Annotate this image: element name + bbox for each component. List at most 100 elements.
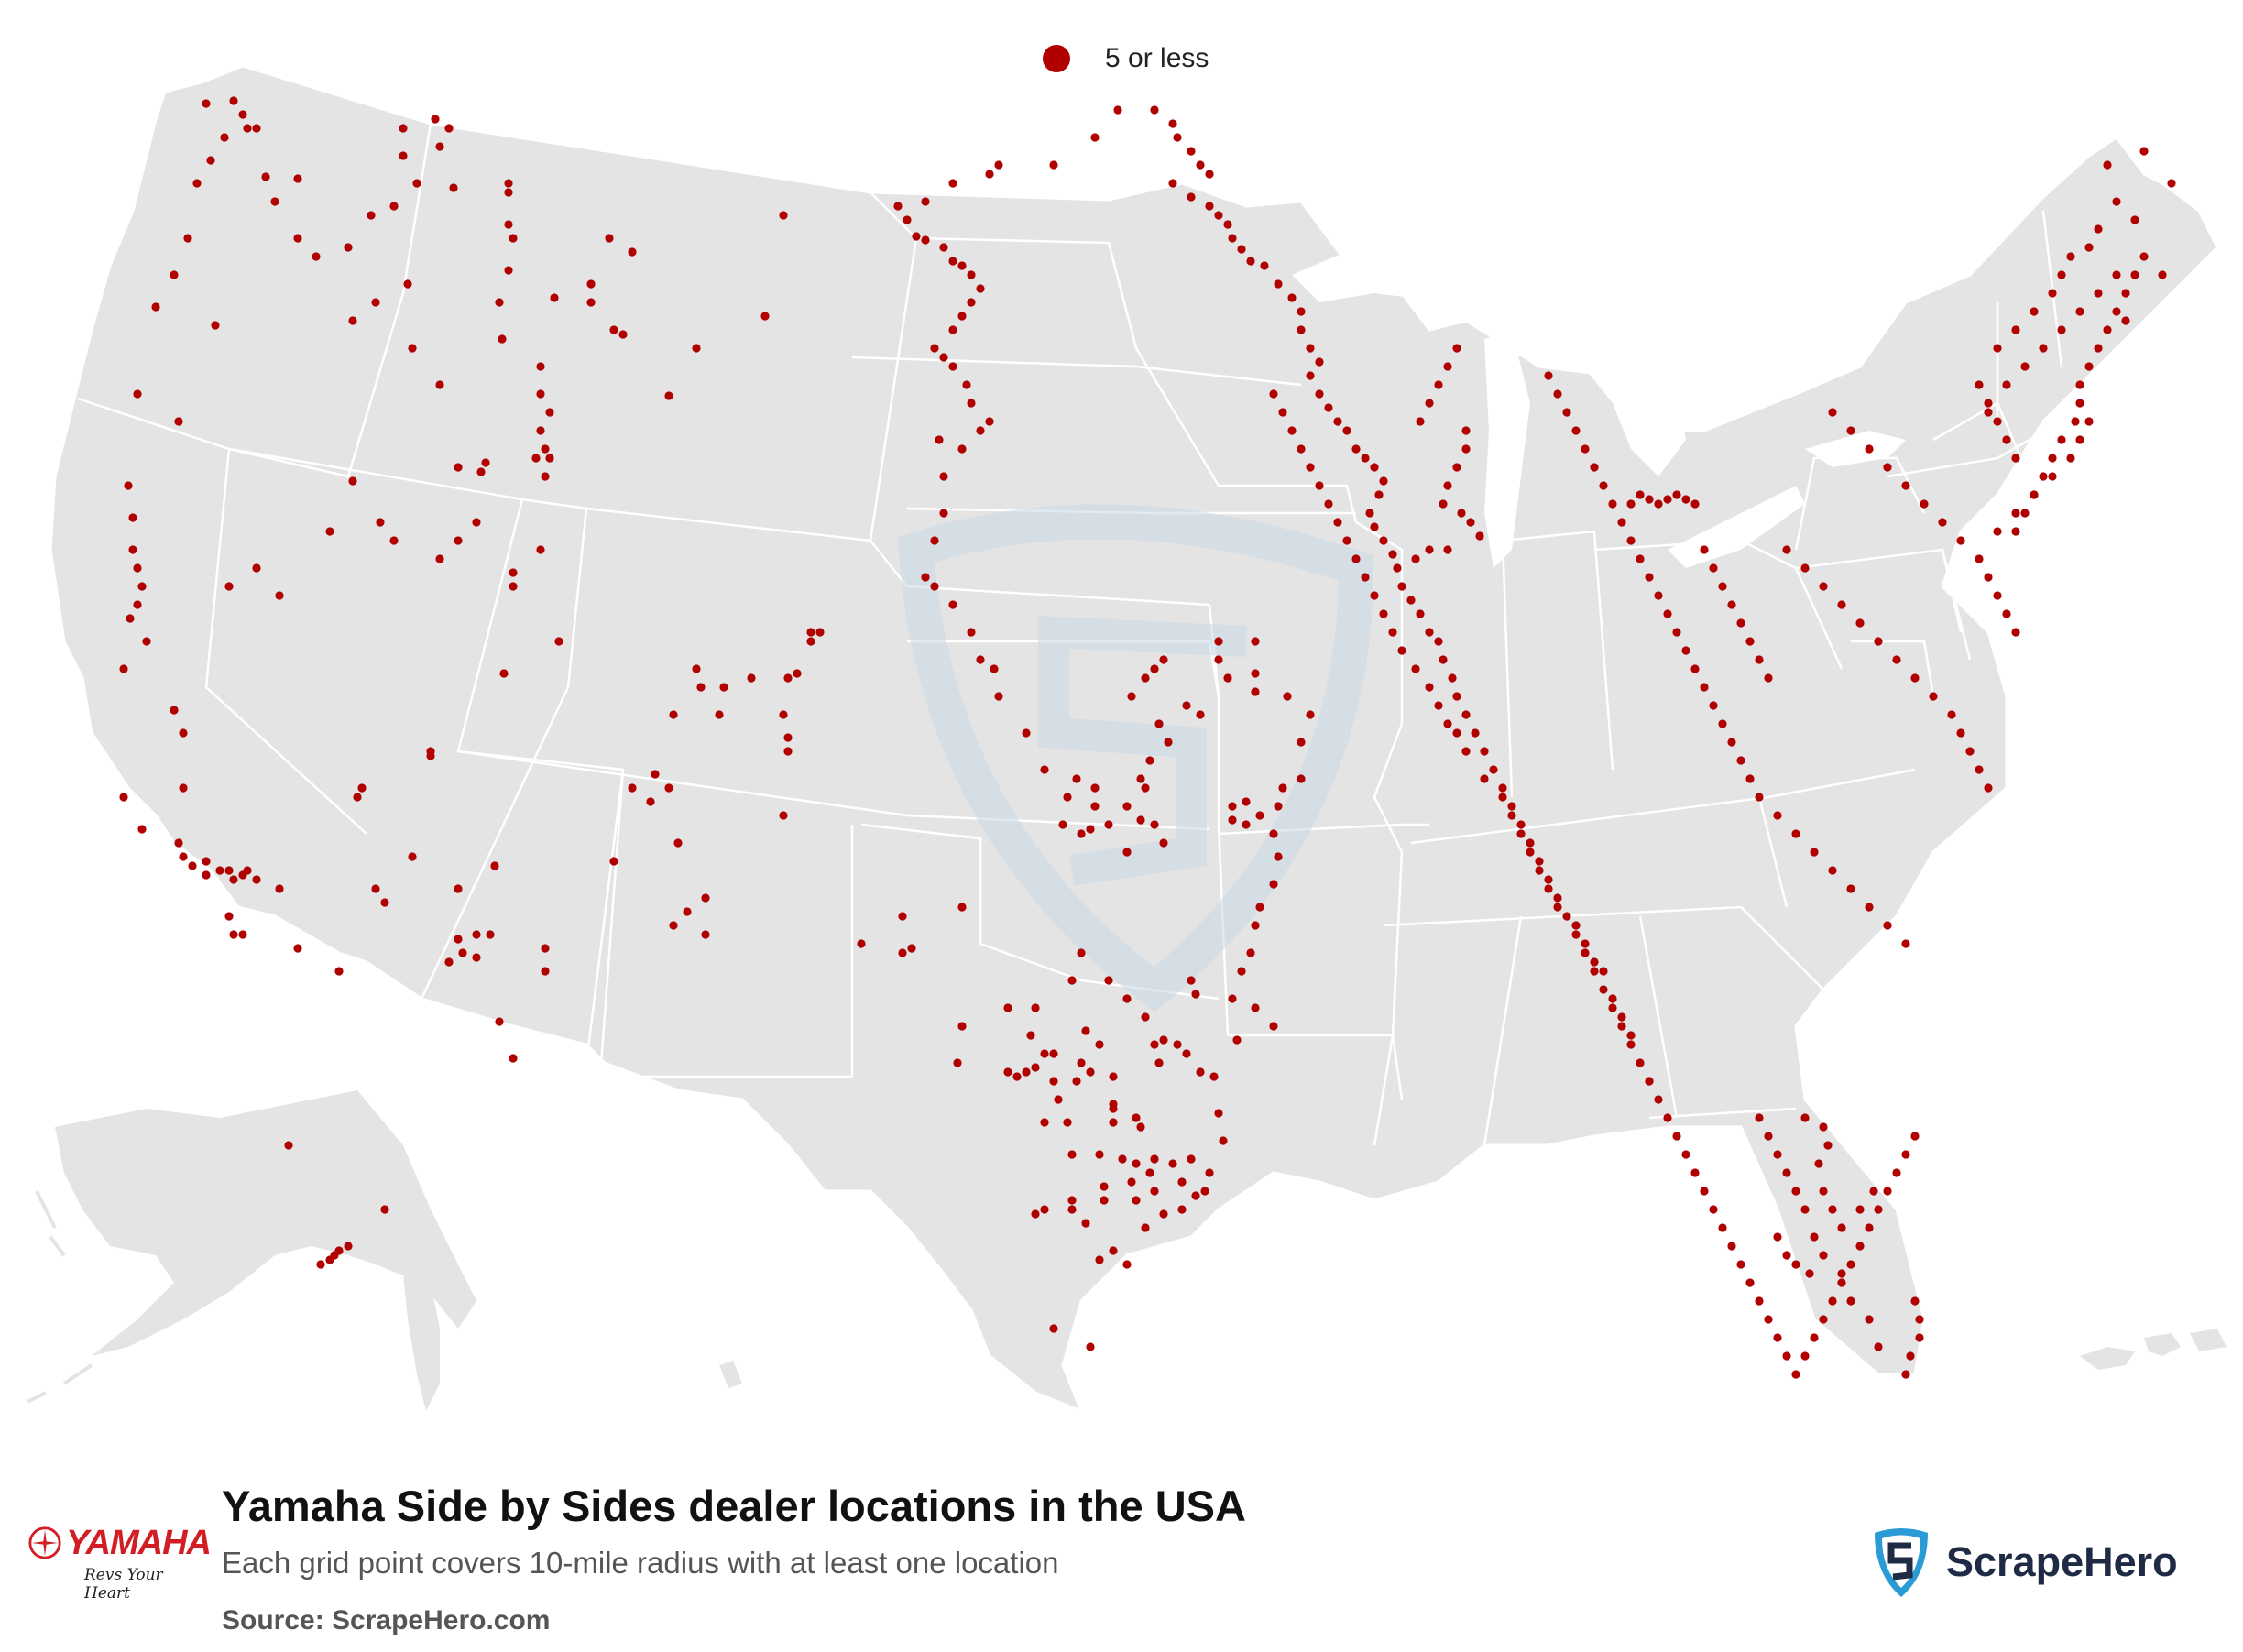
dealer-marker <box>1333 518 1342 527</box>
dealer-marker <box>206 156 215 165</box>
dealer-marker <box>1823 1141 1833 1150</box>
dealer-marker <box>1040 1118 1049 1127</box>
dealer-marker <box>1177 1205 1187 1214</box>
dealer-marker <box>1773 811 1782 820</box>
dealer-marker <box>1690 499 1700 509</box>
dealer-marker <box>1168 119 1177 128</box>
dealer-marker <box>1562 912 1571 921</box>
dealer-marker <box>1003 1067 1012 1077</box>
dealer-marker <box>2048 472 2057 481</box>
dealer-marker <box>119 793 128 802</box>
dealer-marker <box>1242 797 1251 806</box>
dealer-marker <box>1072 1077 1081 1086</box>
dealer-marker <box>1145 1168 1154 1177</box>
dealer-marker <box>1965 747 1975 756</box>
dealer-marker <box>1452 344 1461 353</box>
dealer-marker <box>1846 1260 1855 1269</box>
dealer-marker <box>1425 628 1434 637</box>
dealer-marker <box>472 518 481 527</box>
dealer-marker <box>1242 820 1251 829</box>
dealer-marker <box>2030 490 2039 499</box>
dealer-marker <box>2112 307 2121 316</box>
dealer-marker <box>1626 1040 1636 1049</box>
dealer-marker <box>692 344 701 353</box>
dealer-marker <box>1214 1109 1223 1118</box>
dealer-marker <box>1228 815 1237 825</box>
dealer-marker <box>609 857 618 866</box>
dealer-marker <box>898 912 907 921</box>
dealer-marker <box>1837 600 1846 609</box>
lake-huron <box>1576 348 1686 476</box>
dealer-marker <box>1755 1113 1764 1122</box>
yamaha-tagline: Revs Your Heart <box>84 1566 163 1603</box>
dealer-marker <box>1636 554 1645 563</box>
dealer-marker <box>1054 1095 1063 1104</box>
dealer-marker <box>1956 536 1965 545</box>
dealer-marker <box>1274 852 1283 861</box>
dealer-marker <box>2048 289 2057 298</box>
dealer-marker <box>1031 1063 1040 1072</box>
dealer-marker <box>504 266 513 275</box>
dealer-marker <box>1599 481 1608 490</box>
dealer-marker <box>1209 1072 1219 1081</box>
dealer-marker <box>1466 518 1475 527</box>
dealer-marker <box>1379 476 1388 486</box>
yamaha-wordmark: YAMAHA <box>66 1524 212 1562</box>
scrapehero-logo: ScrapeHero <box>1869 1521 2178 1603</box>
dealer-marker <box>1819 1251 1828 1260</box>
dealer-marker <box>133 389 142 399</box>
dealer-marker <box>1984 408 1993 417</box>
dealer-marker <box>1145 756 1154 765</box>
dealer-marker <box>2075 435 2084 444</box>
dealer-marker <box>1975 765 1984 774</box>
dealer-marker <box>985 170 994 179</box>
dealer-marker <box>504 179 513 188</box>
dealer-marker <box>1090 133 1100 142</box>
dealer-marker <box>1141 1223 1150 1232</box>
dealer-marker <box>220 133 229 142</box>
dealer-marker <box>930 582 939 591</box>
dealer-marker <box>1388 628 1397 637</box>
dealer-marker <box>1315 481 1324 490</box>
dealer-marker <box>1791 1187 1800 1196</box>
dealer-marker <box>967 270 976 279</box>
dealer-marker <box>472 953 481 962</box>
dealer-marker <box>454 884 463 893</box>
dealer-marker <box>1452 728 1461 738</box>
dealer-marker <box>1617 1012 1626 1022</box>
dealer-marker <box>1086 825 1095 834</box>
dealer-marker <box>371 298 380 307</box>
dealer-marker <box>1709 701 1718 710</box>
dealer-marker <box>1626 1031 1636 1040</box>
dealer-marker <box>1411 554 1420 563</box>
dealer-marker <box>948 600 957 609</box>
dealer-marker <box>550 293 559 302</box>
dealer-marker <box>1805 1269 1814 1278</box>
dealer-marker <box>1333 417 1342 426</box>
dealer-marker <box>1297 444 1306 454</box>
dealer-marker <box>1196 1067 1205 1077</box>
dealer-marker <box>435 554 444 563</box>
dealer-marker <box>1118 1154 1127 1164</box>
dealer-marker <box>935 435 944 444</box>
dealer-marker <box>669 921 678 930</box>
dealer-marker <box>1645 495 1654 504</box>
dealer-marker <box>1104 820 1113 829</box>
dealer-marker <box>760 312 770 321</box>
dealer-marker <box>1095 1255 1104 1264</box>
dealer-marker <box>990 664 999 673</box>
dealer-marker <box>1846 1296 1855 1306</box>
dealer-marker <box>1132 1159 1141 1168</box>
dealer-marker <box>692 664 701 673</box>
dealer-marker <box>1109 1072 1118 1081</box>
dealer-marker <box>1535 866 1544 875</box>
dealer-marker <box>673 838 683 848</box>
dealer-marker <box>1086 1067 1095 1077</box>
dealer-marker <box>252 124 261 133</box>
dealer-marker <box>1187 192 1196 202</box>
dealer-marker <box>1745 774 1755 783</box>
dealer-marker <box>1269 880 1278 889</box>
dealer-marker <box>1022 728 1031 738</box>
dealer-marker <box>2075 380 2084 389</box>
dealer-marker <box>536 389 545 399</box>
